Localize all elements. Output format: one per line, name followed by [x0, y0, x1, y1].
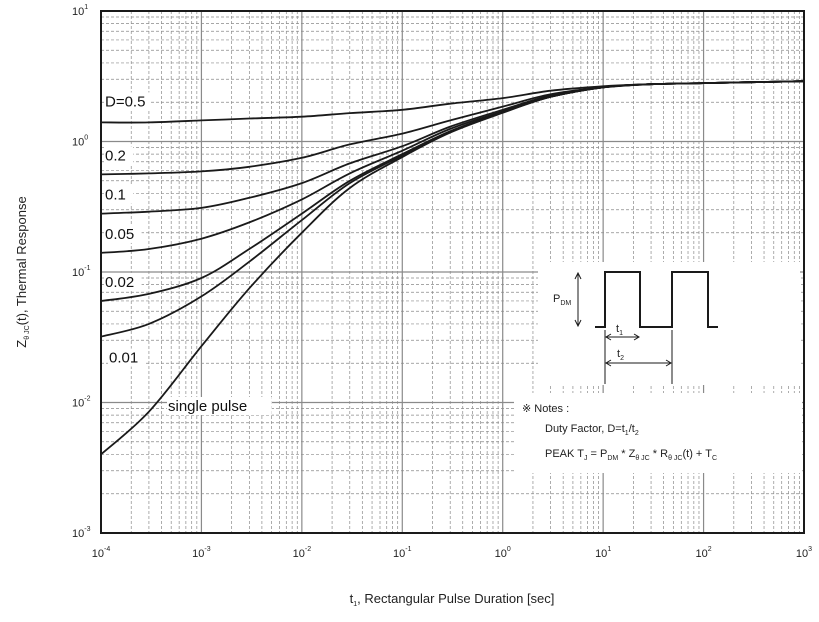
- duty-factor-note: Duty Factor, D=t1/t2: [545, 423, 639, 437]
- curve-label-single-pulse: single pulse: [168, 398, 247, 415]
- curve-label-0-05: 0.05: [105, 226, 134, 243]
- plot-frame: [100, 10, 805, 534]
- curve-single-pulse: [100, 80, 805, 456]
- y-tick-label: 10-3: [72, 526, 91, 540]
- curve-label-bg: [104, 92, 150, 111]
- notes-box: ※ Notes : Duty Factor, D=t1/t2 PEAK TJ =…: [514, 393, 802, 473]
- curve-label-0-2: 0.2: [105, 147, 126, 164]
- curve-label-0-01: 0.01: [109, 350, 138, 367]
- grid: [100, 11, 804, 534]
- curve-label-bg: [104, 272, 142, 291]
- x-tick-label: 101: [595, 546, 611, 560]
- x-tick-labels: 10-4 10-3 10-2 10-1 100 101 102 103: [92, 546, 812, 560]
- curve-labels: D=0.5 0.2 0.1 0.05 0.02 0.01 single pulse: [104, 92, 272, 415]
- pulse-waveform: [595, 271, 718, 328]
- curve-label-bg: [108, 348, 146, 367]
- curve-label-bg: [104, 224, 142, 243]
- x-tick-label: 100: [495, 546, 511, 560]
- t1-label: t1: [616, 323, 623, 337]
- y-tick-label: 100: [72, 135, 88, 149]
- notes-header: ※ Notes :: [522, 403, 569, 415]
- t2-label: t2: [617, 348, 624, 362]
- y-tick-labels: 10-3 10-2 10-1 100 101: [72, 4, 91, 540]
- pulse-waveform-inset: PDM t1 t2: [538, 262, 800, 385]
- curve-label-bg: [167, 397, 272, 415]
- y-tick-label: 10-2: [72, 396, 91, 410]
- y-tick-label: 10-1: [72, 265, 91, 279]
- y-tick-label: 101: [72, 4, 88, 18]
- curve-label-d-0-5: D=0.5: [105, 93, 145, 110]
- x-axis-title: t1, Rectangular Pulse Duration [sec]: [350, 591, 555, 608]
- y-axis-title: Zθ JC(t), Thermal Response: [14, 196, 31, 347]
- pdm-label: PDM: [553, 293, 571, 307]
- curves: [100, 80, 805, 456]
- x-tick-label: 10-4: [92, 546, 111, 560]
- x-tick-label: 102: [695, 546, 711, 560]
- x-tick-label: 10-3: [192, 546, 211, 560]
- x-tick-label: 10-1: [393, 546, 412, 560]
- x-tick-label: 103: [796, 546, 812, 560]
- pdm-arrows: [574, 271, 582, 328]
- t2-arrows: [605, 359, 672, 367]
- curve-label-bg: [104, 185, 134, 204]
- peak-tj-formula: PEAK TJ = PDM * Zθ JC * Rθ JC(t) + TC: [545, 448, 717, 462]
- curve-label-0-02: 0.02: [105, 274, 134, 291]
- notes-background: [514, 393, 802, 473]
- curve-label-bg: [104, 146, 134, 165]
- x-tick-label: 10-2: [293, 546, 312, 560]
- t1-arrows: [605, 333, 640, 341]
- curve-label-0-1: 0.1: [105, 187, 126, 204]
